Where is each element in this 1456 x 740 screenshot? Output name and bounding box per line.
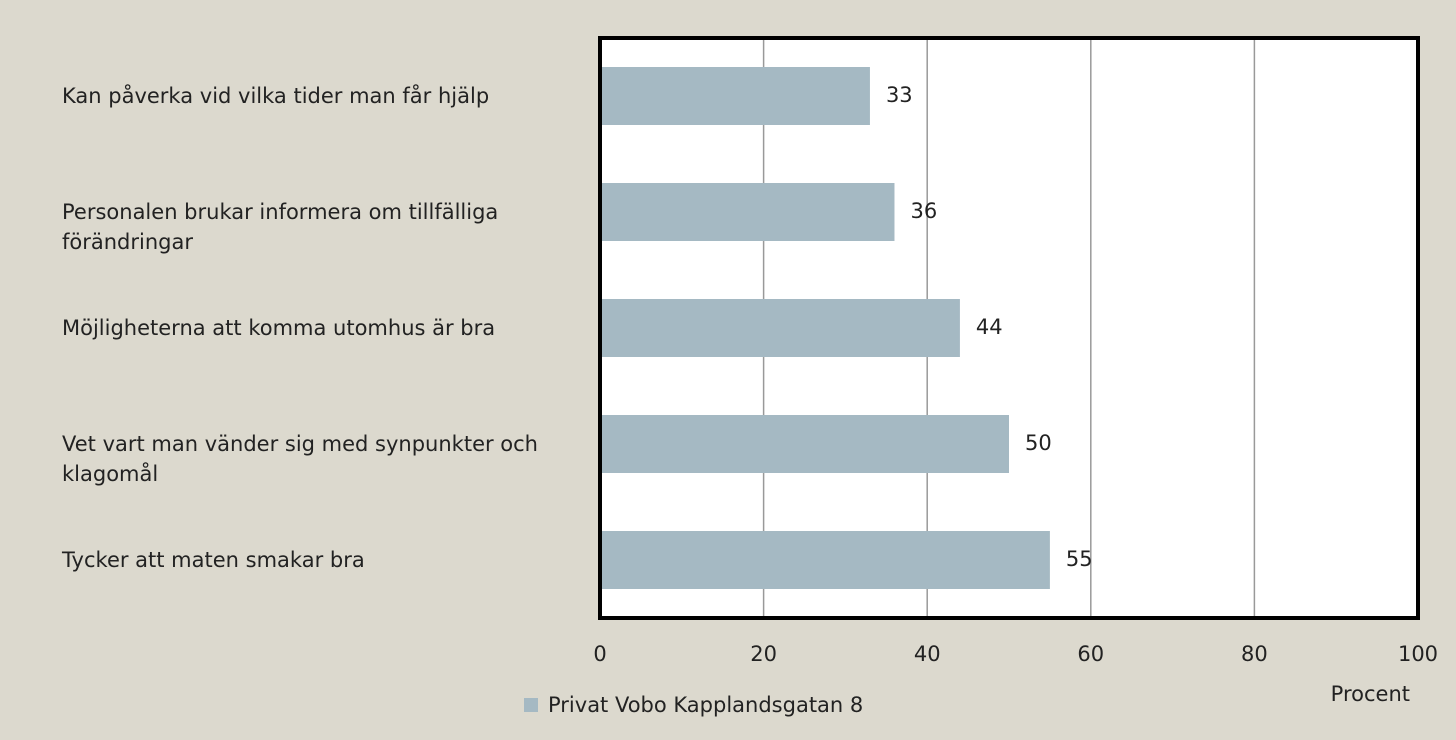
- bar: [600, 415, 1009, 473]
- value-label: 33: [886, 83, 913, 107]
- legend-swatch: [524, 698, 538, 712]
- x-tick-label: 80: [1241, 642, 1268, 666]
- bar: [600, 183, 895, 241]
- value-label: 36: [910, 199, 937, 223]
- x-tick-label: 0: [593, 642, 606, 666]
- category-label: Vet vart man vänder sig med synpunkter o…: [62, 432, 538, 486]
- value-label: 44: [976, 315, 1003, 339]
- category-label: Personalen brukar informera om tillfälli…: [62, 200, 499, 254]
- category-label: Tycker att maten smakar bra: [62, 548, 365, 572]
- x-tick-label: 60: [1077, 642, 1104, 666]
- category-label: Kan påverka vid vilka tider man får hjäl…: [62, 84, 490, 108]
- x-tick-label: 40: [914, 642, 941, 666]
- plot-border: [598, 36, 1420, 620]
- category-label: Möjligheterna att komma utomhus är bra: [62, 316, 496, 340]
- legend-label: Privat Vobo Kapplandsgatan 8: [548, 693, 863, 717]
- bar: [600, 299, 960, 357]
- x-axis-label: Procent: [1331, 682, 1410, 706]
- bar: [600, 67, 870, 125]
- bar: [600, 531, 1050, 589]
- value-label: 55: [1066, 547, 1093, 571]
- x-tick-label: 100: [1398, 642, 1438, 666]
- x-tick-label: 20: [750, 642, 777, 666]
- value-label: 50: [1025, 431, 1052, 455]
